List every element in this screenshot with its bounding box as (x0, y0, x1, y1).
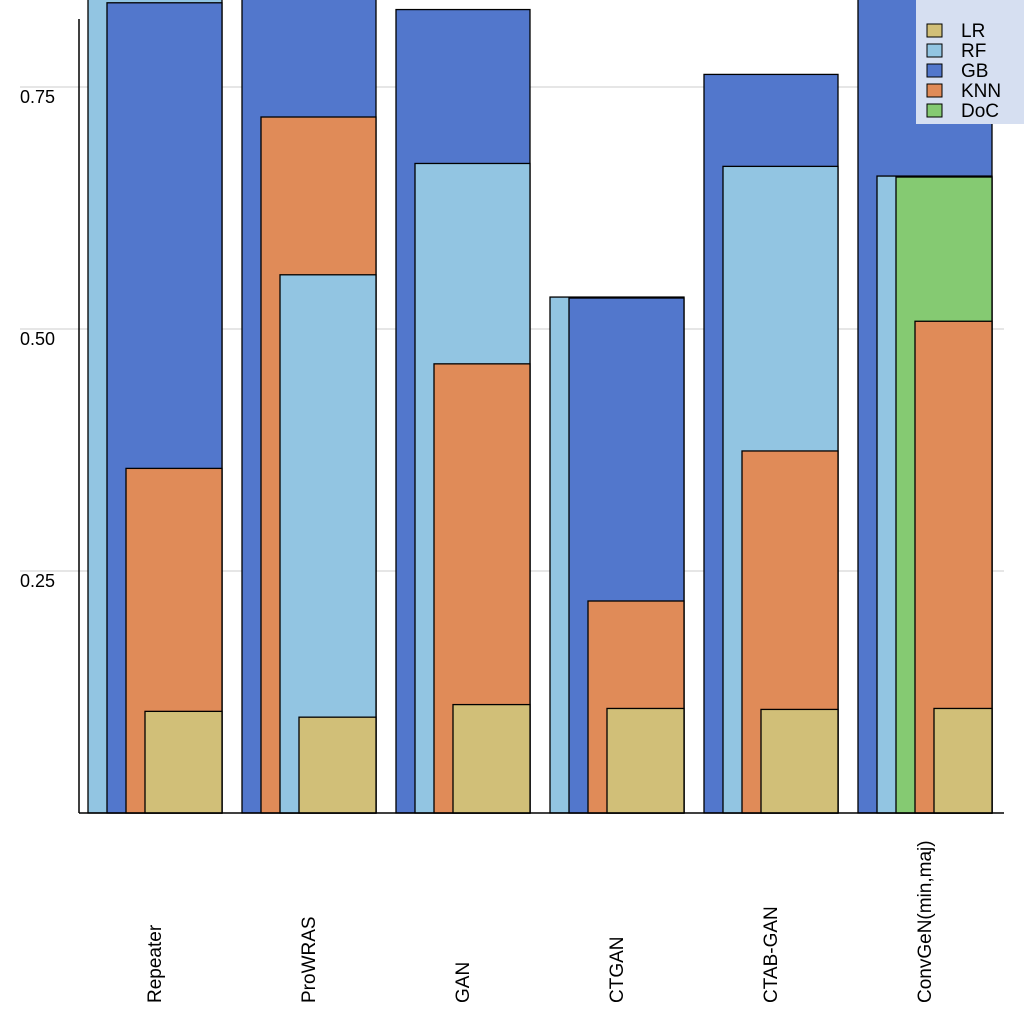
legend-box (916, 0, 1024, 124)
bar-group-repeater (87, 0, 223, 814)
bar-lr (606, 707, 685, 814)
bars (87, 0, 993, 814)
bar-lr (760, 708, 839, 814)
x-tick-label: Repeater (145, 924, 166, 1003)
x-tick-label: GAN (453, 962, 474, 1003)
legend-label-knn: KNN (961, 81, 1001, 102)
x-tick-label: ProWRAS (299, 916, 320, 1003)
y-tick-label: 0.25 (20, 571, 55, 591)
y-tick-labels: 0.25 0.50 0.75 (20, 87, 55, 591)
x-tick-label: CTAB-GAN (761, 906, 782, 1003)
legend-swatch-doc (926, 103, 943, 118)
legend-label-doc: DoC (961, 101, 999, 122)
legend-swatch-lr (926, 23, 943, 38)
bar-group-ctgan (549, 296, 685, 814)
legend-swatch-rf (926, 43, 943, 58)
legend-swatch-gb (926, 63, 943, 78)
legend-label-rf: RF (961, 41, 986, 62)
bar-lr (933, 707, 993, 814)
legend-label-gb: GB (961, 61, 988, 82)
x-tick-labels: Repeater ProWRAS GAN CTGAN CTAB-GAN ConvGeN(m… (145, 840, 936, 1003)
y-tick-label: 0.50 (20, 329, 55, 349)
bar-group-convgen-min-maj- (857, 0, 993, 814)
bar-lr (144, 710, 223, 814)
x-tick-label: ConvGeN(min,maj) (915, 840, 936, 1003)
bar-lr (298, 716, 377, 814)
x-tick-label: CTGAN (607, 937, 628, 1004)
bar-group-ctab-gan (703, 73, 839, 814)
bar-group-prowras (241, 0, 377, 814)
legend-label-lr: LR (961, 21, 985, 42)
y-tick-label: 0.75 (20, 87, 55, 107)
legend-swatch-knn (926, 83, 943, 98)
bar-lr (452, 703, 531, 814)
bar-group-gan (395, 8, 531, 814)
